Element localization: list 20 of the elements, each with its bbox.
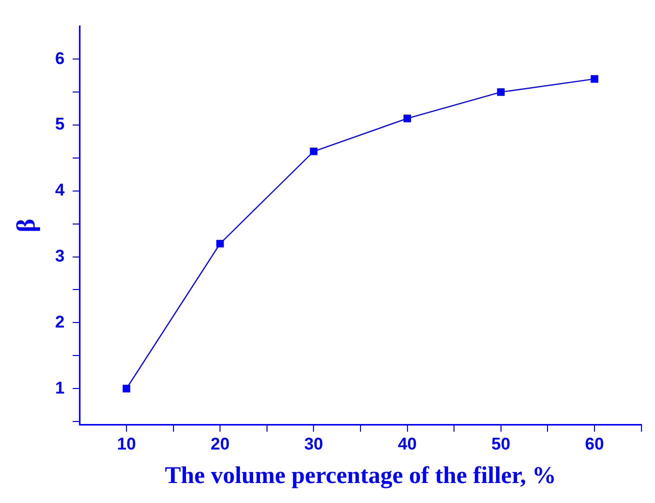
y-tick-label: 3 [55, 246, 65, 266]
point [404, 114, 412, 122]
x-axis-title: The volume percentage of the filler, % [164, 462, 556, 489]
y-tick-label: 6 [55, 48, 65, 68]
y-tick-label: 4 [55, 180, 66, 200]
y-tick-label: 5 [55, 114, 65, 134]
point [122, 384, 130, 392]
x-tick-label: 50 [491, 434, 510, 454]
point [216, 240, 224, 248]
x-tick-label: 60 [585, 434, 604, 454]
x-tick-label: 20 [210, 434, 230, 454]
point [497, 88, 505, 96]
y-tick-label: 1 [55, 378, 65, 398]
y-axis-title: β [11, 218, 40, 232]
x-tick-label: 40 [398, 434, 417, 454]
x-tick-label: 30 [304, 434, 324, 454]
x-tick-label: 10 [116, 434, 136, 454]
point [590, 75, 598, 83]
y-tick-label: 2 [55, 312, 65, 332]
point [310, 148, 318, 156]
